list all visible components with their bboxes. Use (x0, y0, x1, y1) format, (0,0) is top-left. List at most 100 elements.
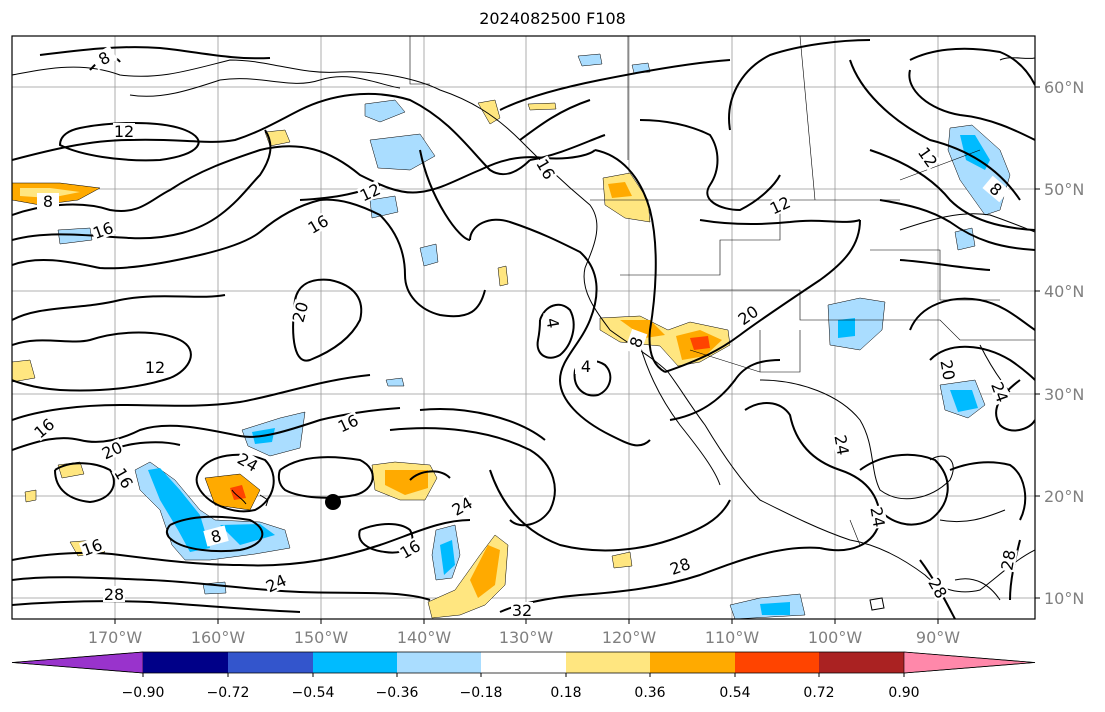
colorbar-segment (650, 652, 735, 673)
contour-label-halo (766, 193, 794, 217)
anomaly-shading (12, 53, 1011, 619)
contour-label-halo (988, 378, 1012, 406)
contour-label-halo (734, 302, 762, 328)
positive-anomaly-region (611, 551, 633, 569)
longitude-tick-label: 130°W (499, 628, 554, 647)
longitude-tick-label: 140°W (397, 628, 452, 647)
contour-lines (12, 39, 1035, 619)
latitude-tick-label: 60°N (1044, 78, 1084, 97)
positive-anomaly-region (230, 485, 246, 500)
longitude-tick-label: 100°W (808, 628, 863, 647)
positive-anomaly-region (690, 336, 710, 350)
negative-anomaly-region (385, 377, 405, 387)
contour-label-halo (113, 123, 135, 139)
contour-label: 8 (209, 526, 224, 547)
colorbar-extend-min (11, 651, 144, 674)
colorbar-tick-label: −0.54 (292, 685, 335, 701)
latitude-tick-label: 20°N (1044, 487, 1084, 506)
contour-label: 24 (830, 433, 852, 456)
colorbar-tick-label: 0.18 (550, 685, 581, 701)
colorbar-tick-label: −0.36 (376, 685, 419, 701)
colorbar-extend-max (903, 651, 1036, 674)
contour-label-halo (356, 180, 384, 204)
colorbar-tick-label: 0.90 (888, 685, 919, 701)
positive-anomaly-region (527, 102, 557, 111)
negative-anomaly-region (760, 602, 790, 615)
contour-label-halo (396, 536, 424, 562)
contour-label-halo (203, 525, 229, 547)
contour-label-halo (304, 211, 332, 237)
contour-label: 12 (145, 358, 165, 377)
map-title: 2024082500 F108 (479, 9, 626, 28)
contour-label-halo (666, 554, 694, 578)
colorbar-tick-label: −0.18 (460, 685, 503, 701)
contour-label: 8 (43, 192, 53, 211)
latitude-tick-label: 10°N (1044, 589, 1084, 608)
contour-label: 28 (997, 548, 1019, 571)
colorbar-segment (313, 652, 397, 673)
latitude-tick-label: 30°N (1044, 385, 1084, 404)
colorbar-tick-label: −0.90 (122, 685, 165, 701)
contour-label: 32 (512, 601, 532, 620)
latitude-tick-label: 50°N (1044, 180, 1084, 199)
colorbar: −0.90 −0.72 −0.54 −0.36 −0.18 0.18 0.36 0.54 0.7… (11, 651, 1036, 701)
colorbar-segment (481, 652, 566, 673)
contour-label: 20 (936, 358, 958, 381)
negative-anomaly-region (148, 468, 210, 552)
positive-anomaly-region (385, 470, 428, 495)
positive-anomaly-region (264, 129, 291, 147)
colorbar-segment (228, 652, 313, 673)
latitude-ticks: 60°N 50°N 40°N 30°N 20°N 10°N (1035, 78, 1084, 608)
contour-label-halo (289, 299, 311, 325)
negative-anomaly-region (960, 135, 990, 170)
positive-anomaly-region (608, 182, 632, 198)
negative-anomaly-region (838, 318, 855, 338)
contour-label-halo (938, 357, 958, 383)
negative-anomaly-region (419, 243, 439, 267)
negative-anomaly-region (577, 53, 603, 67)
negative-anomaly-region (440, 540, 455, 575)
contour-label-halo (262, 571, 290, 595)
positive-anomaly-region (620, 320, 665, 338)
latitude-tick-label: 40°N (1044, 282, 1084, 301)
contour-label-halo (511, 602, 533, 618)
contour-label-halo (543, 310, 563, 336)
contour-label-halo (925, 574, 951, 602)
colorbar-segment (819, 652, 904, 673)
colorbar-tick-label: 0.36 (634, 685, 665, 701)
contour-label-halo (533, 155, 559, 183)
contour-label: 4 (542, 316, 562, 329)
longitude-tick-label: 110°W (705, 628, 760, 647)
contour-label: 12 (114, 122, 134, 141)
contour-label-halo (144, 359, 166, 375)
contour-label-halo (89, 218, 117, 242)
contour-label: 24 (866, 505, 888, 528)
contour-label-halo (37, 193, 59, 209)
longitude-tick-label: 120°W (602, 628, 657, 647)
positive-anomaly-region (24, 489, 37, 503)
contour-label-halo (624, 328, 648, 356)
contour-label-halo (982, 175, 1010, 203)
contour-label-halo (998, 547, 1018, 573)
contour-label-halo (868, 504, 888, 530)
negative-anomaly-region (57, 227, 93, 245)
contour-label: 20 (289, 300, 313, 325)
political-borders (409, 36, 1035, 546)
contour-label-halo (915, 143, 941, 171)
longitude-tick-label: 90°W (916, 628, 960, 647)
contour-label-halo (103, 586, 125, 602)
contour-label-halo (30, 414, 58, 442)
colorbar-segment (397, 652, 481, 673)
contour-label-halo (334, 411, 362, 435)
coastlines (12, 57, 1035, 611)
longitude-ticks: 170°W 160°W 150°W 140°W 130°W 120°W 110°W 100°W… (88, 619, 960, 647)
contour-label-halo (98, 438, 126, 462)
longitude-tick-label: 150°W (294, 628, 349, 647)
positive-anomaly-region (12, 359, 36, 383)
colorbar-segment (735, 652, 819, 673)
negative-anomaly-region (950, 390, 978, 412)
contour-label-halo (448, 493, 476, 519)
contour-label-halo (234, 449, 262, 475)
contour-label-halo (575, 358, 597, 374)
